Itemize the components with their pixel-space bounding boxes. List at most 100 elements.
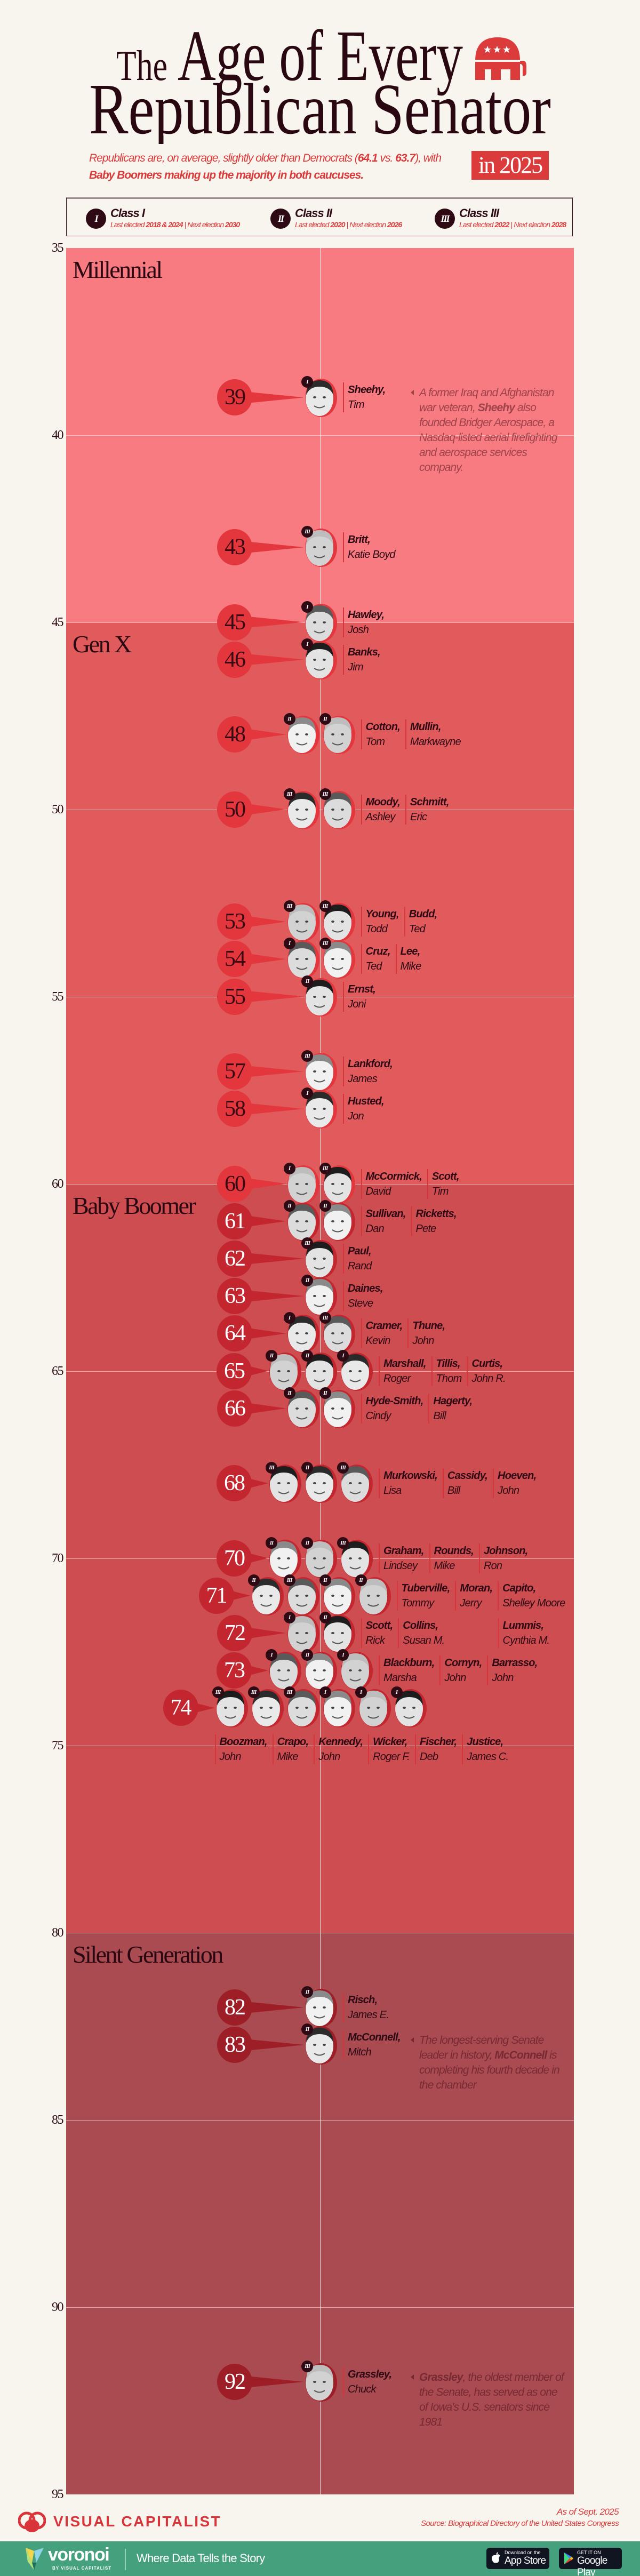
- senator-last-name: Cramer,: [365, 1320, 403, 1332]
- senate-class-badge: I: [283, 1312, 295, 1324]
- senator-last-name: Curtis,: [471, 1357, 503, 1370]
- portrait-icon: [305, 2026, 337, 2065]
- last-elected-label: Last elected: [110, 220, 145, 229]
- senator-last-name: Cassidy,: [447, 1470, 488, 1482]
- age-bubble: 54: [217, 941, 252, 978]
- portrait-icon: [215, 1689, 248, 1728]
- y-tick-label: 40: [52, 428, 64, 442]
- footer-divider: [125, 2549, 126, 2570]
- senator-photo: III: [319, 1312, 356, 1354]
- senator-name: Husted, Jon: [343, 1094, 385, 1124]
- senator-name: Graham, Lindsey: [379, 1543, 424, 1573]
- age-bubble: 68: [217, 1465, 252, 1502]
- senate-class-badge: III: [266, 1462, 277, 1474]
- annotation: Grassley, the oldest member of the Senat…: [411, 2370, 564, 2430]
- senator-name: Risch, James E.: [343, 1992, 389, 2022]
- senator-last-name: Blackburn,: [383, 1657, 435, 1669]
- senator-last-name: Fischer,: [419, 1736, 457, 1748]
- senator-names: Tuberville, Tommy Moran, Jerry Capito, Shelle…: [396, 1580, 571, 1611]
- next-election-label: Next election: [187, 220, 224, 229]
- senator-last-name: Schmitt,: [410, 796, 449, 808]
- senator-name: Banks, Jim: [343, 644, 381, 675]
- age-bubble: 70: [217, 1540, 252, 1577]
- senator-names: Hyde-Smith, Cindy Hagerty, Bill: [361, 1393, 478, 1423]
- senator-name: Kennedy, John: [314, 1734, 363, 1765]
- annotation-segment: McConnell: [494, 2049, 547, 2062]
- senator-first-name: Eric: [410, 811, 427, 823]
- senate-class-badge: II: [266, 1537, 277, 1549]
- senate-class-badge: I: [390, 1686, 403, 1699]
- portrait-icon: [287, 716, 319, 755]
- portrait-icon: [305, 1352, 337, 1391]
- senator-last-name: Crapo,: [277, 1736, 309, 1748]
- annotation-arrow-icon: [411, 2037, 414, 2043]
- senate-class-badge: I: [283, 1611, 295, 1623]
- senate-class-badge: I: [301, 1087, 313, 1100]
- senator-first-name: Tim: [431, 1185, 449, 1197]
- portrait-icon: [287, 790, 319, 829]
- senate-class-badge: I: [283, 938, 295, 950]
- portrait-icon: [305, 2363, 337, 2402]
- senator-photo: II: [266, 1349, 302, 1391]
- portrait-icon: [323, 1389, 355, 1428]
- portrait-icon: [251, 1577, 284, 1615]
- y-tick-label: 80: [52, 1925, 64, 1940]
- senator-name: Cotton, Tom: [361, 719, 401, 750]
- senate-class-badge: I: [337, 1349, 349, 1362]
- senator-first-name: Tommy: [401, 1597, 435, 1609]
- source-note: Source: Biographical Directory of the Un…: [421, 2519, 619, 2528]
- senator-names: Banks, Jim: [343, 644, 386, 675]
- annotation-segment: , the oldest member of the Senate, has s…: [419, 2371, 564, 2428]
- annotation-arrow-icon: [411, 2374, 414, 2380]
- senate-class-badge: III: [319, 900, 331, 913]
- subtitle-segment: Baby Boomers making up the majority in b…: [89, 169, 364, 181]
- senator-first-name: Ted: [365, 961, 382, 973]
- legend-class-details: Last elected 2020 | Next election 2026: [295, 220, 402, 229]
- senator-photo: III: [247, 1686, 284, 1728]
- senator-name: Murkowski, Lisa: [379, 1468, 438, 1499]
- portrait-icon: [394, 1689, 427, 1728]
- senator-last-name: Cotton,: [365, 721, 401, 733]
- senate-class-badge: III: [283, 900, 295, 913]
- senator-names: Moody, Ashley Schmitt, Eric: [361, 794, 454, 825]
- separator: |: [510, 220, 513, 229]
- senator-photo: II: [283, 1199, 320, 1242]
- senator-first-name: Susan M.: [403, 1634, 445, 1646]
- y-tick-label: 65: [52, 1364, 64, 1378]
- portrait-icon: [305, 1465, 337, 1503]
- senate-class-badge: III: [283, 1686, 295, 1699]
- senate-class-badge: II: [319, 713, 331, 725]
- app-store-button[interactable]: Download on the App Store: [486, 2548, 549, 2569]
- age-bubble: 58: [217, 1091, 252, 1127]
- annotation-segment: The longest-serving Senate leader in his…: [419, 2034, 544, 2062]
- portrait-icon: [305, 1052, 337, 1091]
- age-bubble: 72: [217, 1614, 252, 1651]
- google-play-button[interactable]: GET IT ON Google Play: [559, 2548, 622, 2576]
- title-line-2: Republican Senator: [89, 69, 551, 144]
- senator-name: Crapo, Mike: [272, 1734, 309, 1765]
- title-line-1: Age of Every: [178, 16, 463, 96]
- senate-class-badge: II: [301, 1649, 313, 1661]
- senator-name: Sheehy, Tim: [343, 382, 386, 413]
- senator-last-name: Paul,: [348, 1245, 372, 1257]
- senator-last-name: Wicker,: [373, 1736, 407, 1748]
- age-bubble: 45: [217, 604, 252, 641]
- senator-photo: II: [301, 975, 338, 1017]
- senator-first-name: Jim: [348, 661, 364, 673]
- senator-name: Hoeven, John: [493, 1468, 537, 1499]
- senator-first-name: Cynthia M.: [502, 1634, 550, 1646]
- annotation-arrow-icon: [411, 390, 414, 396]
- senator-first-name: Jon: [348, 1110, 364, 1123]
- senate-class-badge: II: [301, 2023, 313, 2036]
- portrait-icon: [305, 1539, 337, 1578]
- senator-name: Moran, Jerry: [455, 1580, 493, 1611]
- senator-last-name: Thune,: [412, 1320, 445, 1332]
- senator-name: Ernst, Joni: [343, 981, 376, 1012]
- senator-names: Sullivan, Dan Ricketts, Pete: [361, 1206, 462, 1236]
- senator-last-name: Justice,: [467, 1736, 503, 1748]
- senator-names: McConnell, Mitch: [343, 2030, 406, 2060]
- senator-last-name: Grassley,: [348, 2368, 392, 2380]
- senator-first-name: David: [365, 1185, 391, 1197]
- senator-photo: III: [319, 788, 356, 830]
- age-bubble: 66: [217, 1390, 252, 1427]
